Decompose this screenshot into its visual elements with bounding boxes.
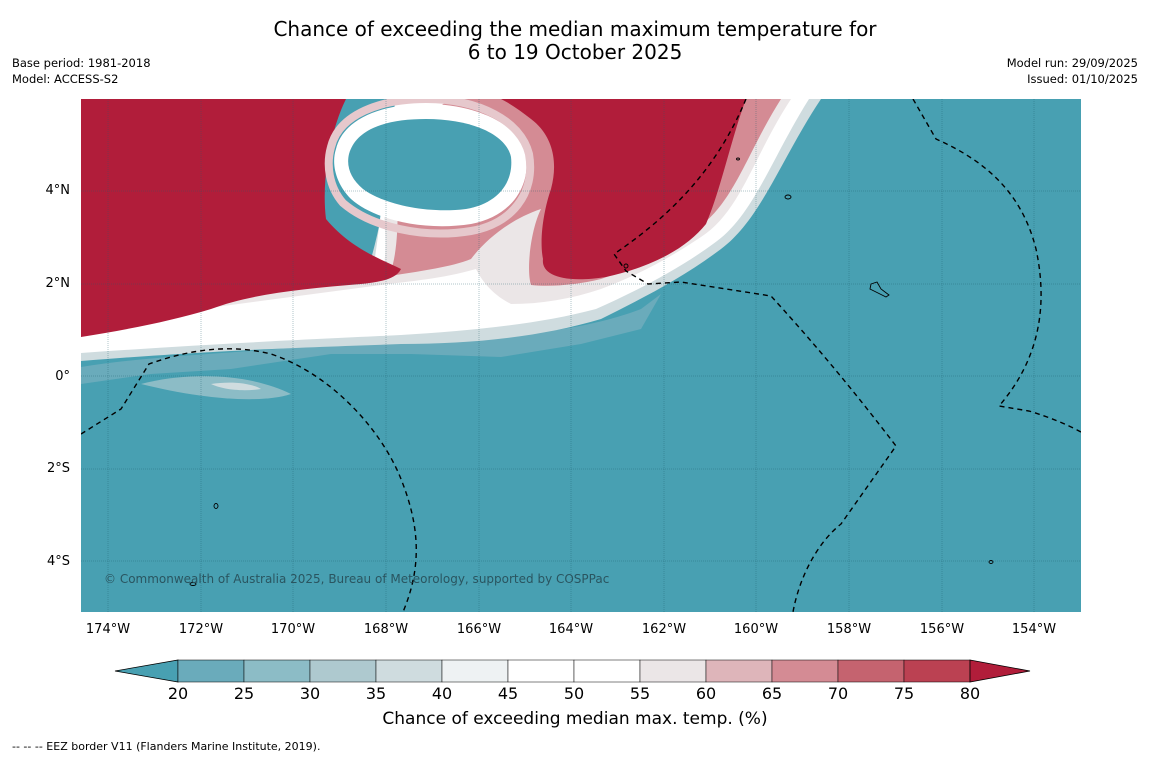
colorbar-tick: 35 <box>365 684 387 703</box>
title-line-2: 6 to 19 October 2025 <box>467 40 683 64</box>
map-title: Chance of exceeding the median maximum t… <box>0 18 1150 64</box>
lon-label-174w: 174°W <box>85 622 131 637</box>
lon-label-166w: 166°W <box>456 622 502 637</box>
colorbar-tick: 40 <box>431 684 453 703</box>
colorbar-cell <box>309 659 377 683</box>
light-streak-core <box>211 382 261 391</box>
colorbar-cell <box>177 659 245 683</box>
colorbar-cell <box>243 659 311 683</box>
colorbar-tick: 55 <box>629 684 651 703</box>
warm-region-north <box>501 99 746 280</box>
graticule <box>81 99 1081 612</box>
colorbar-tick: 75 <box>893 684 915 703</box>
copyright-notice: © Commonwealth of Australia 2025, Bureau… <box>104 572 610 586</box>
colorbar-tick: 50 <box>563 684 585 703</box>
colorbar-tick: 25 <box>233 684 255 703</box>
colorbar-tick: 20 <box>167 684 189 703</box>
colorbar-extend-low <box>114 659 179 683</box>
colorbar <box>114 659 1031 683</box>
lon-label-158w: 158°W <box>826 622 872 637</box>
lat-label-0: 0° <box>55 369 70 384</box>
title-line-1: Chance of exceeding the median maximum t… <box>273 17 877 41</box>
warm-region-west <box>81 99 401 337</box>
map-panel <box>81 99 1081 612</box>
pocket-ring <box>324 99 535 238</box>
meta-left: Base period: 1981-2018 Model: ACCESS-S2 <box>12 55 151 87</box>
colorbar-cell <box>903 659 971 683</box>
colorbar-cell <box>837 659 905 683</box>
low-gradient-band <box>81 294 661 384</box>
colorbar-tick: 30 <box>299 684 321 703</box>
lon-label-162w: 162°W <box>641 622 687 637</box>
colorbar-cell <box>639 659 707 683</box>
colorbar-tick: 45 <box>497 684 519 703</box>
lon-label-172w: 172°W <box>178 622 224 637</box>
colorbar-tick: 70 <box>827 684 849 703</box>
footnote: -- -- -- EEZ border V11 (Flanders Marine… <box>12 740 321 753</box>
cool-pocket <box>348 119 512 211</box>
lon-label-168w: 168°W <box>363 622 409 637</box>
colorbar-tick: 60 <box>695 684 717 703</box>
colorbar-cell <box>705 659 773 683</box>
light-streak <box>141 376 291 400</box>
lon-label-164w: 164°W <box>548 622 594 637</box>
colorbar-cell <box>441 659 509 683</box>
colorbar-cell <box>771 659 839 683</box>
colorbar-tick: 65 <box>761 684 783 703</box>
colorbar-label: Chance of exceeding median max. temp. (%… <box>382 709 768 729</box>
colorbar-cell <box>507 659 575 683</box>
colorbar-cell <box>573 659 641 683</box>
model-name: Model: ACCESS-S2 <box>12 72 119 86</box>
lon-label-156w: 156°W <box>919 622 965 637</box>
colorbar-tick: 80 <box>959 684 981 703</box>
base-period: Base period: 1981-2018 <box>12 56 151 70</box>
colorbar-extend-high <box>969 659 1031 683</box>
lon-label-170w: 170°W <box>270 622 316 637</box>
lon-label-160w: 160°W <box>733 622 779 637</box>
issued-date: Issued: 01/10/2025 <box>1027 72 1138 86</box>
model-run: Model run: 29/09/2025 <box>1006 56 1138 70</box>
colorbar-cell <box>375 659 443 683</box>
lat-label-4s: 4°S <box>46 554 70 569</box>
lat-label-4n: 4°N <box>45 183 71 198</box>
lat-label-2s: 2°S <box>46 461 70 476</box>
meta-right: Model run: 29/09/2025 Issued: 01/10/2025 <box>1007 55 1138 87</box>
map-canvas <box>81 99 1081 612</box>
lat-label-2n: 2°N <box>45 276 71 291</box>
lon-label-154w: 154°W <box>1011 622 1057 637</box>
islands <box>189 157 994 586</box>
eez-borders <box>81 99 1081 612</box>
